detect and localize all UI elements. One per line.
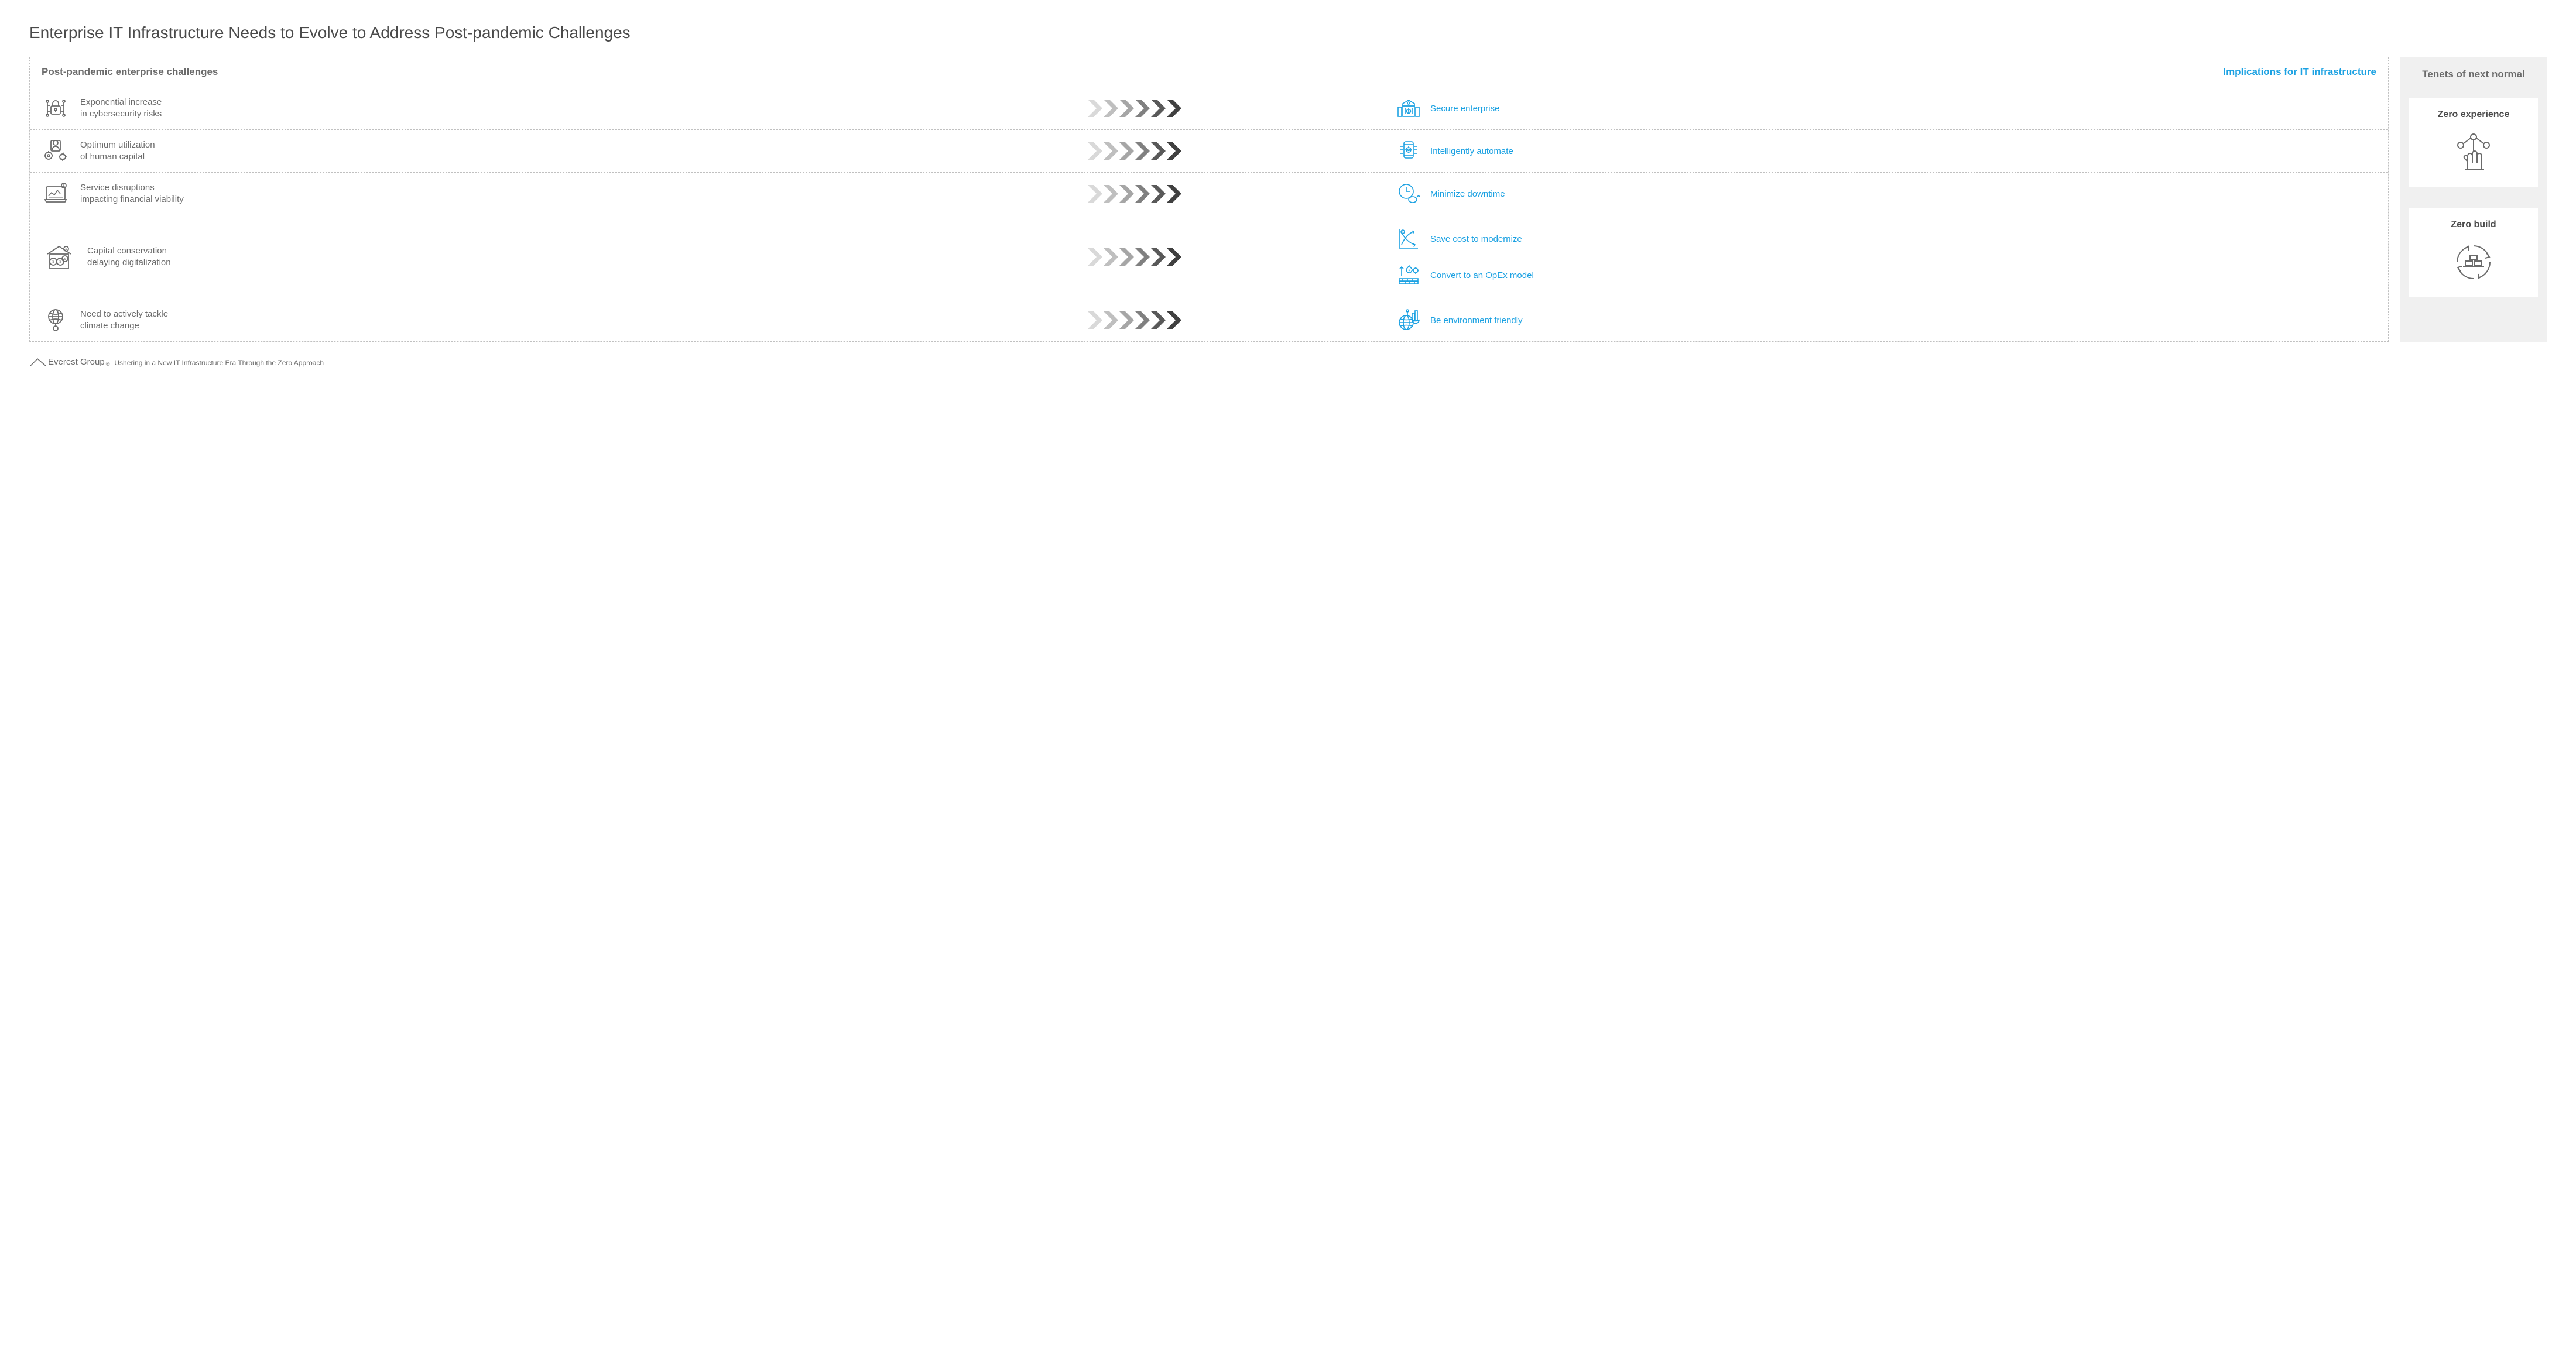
header-row: Post-pandemic enterprise challenges Impl… xyxy=(30,57,2388,87)
lock-icon xyxy=(42,94,70,122)
impl-text: Secure enterprise xyxy=(1430,104,1499,114)
header-implications: Implications for IT infrastructure xyxy=(1162,66,2376,78)
impl-text: Be environment friendly xyxy=(1430,315,1523,325)
row-service-disruption: $ Service disruptions impacting financia… xyxy=(30,173,2388,215)
challenge-col: Exponential increase in cybersecurity ri… xyxy=(42,94,882,122)
cost-icon: $ xyxy=(1396,226,1421,252)
svg-text:$: $ xyxy=(66,248,67,251)
opex-icon: $ xyxy=(1396,262,1421,288)
zero-build-icon xyxy=(2450,239,2497,286)
logo-reg: ® xyxy=(106,361,110,367)
chevron-icon xyxy=(1086,308,1191,332)
laptop-icon: $ xyxy=(42,180,70,208)
layout: Post-pandemic enterprise challenges Impl… xyxy=(29,57,2547,342)
zero-exp-icon xyxy=(2450,129,2497,176)
impl-text: Save cost to modernize xyxy=(1430,234,1522,244)
impl-enviro: Be environment friendly xyxy=(1396,307,2376,333)
automate-icon xyxy=(1396,138,1421,164)
logo: Everest Group ® xyxy=(29,356,109,367)
challenge-text: Exponential increase in cybersecurity ri… xyxy=(80,97,162,121)
impl-secure: $ Secure enterprise xyxy=(1396,95,2376,121)
side-title: Tenets of next normal xyxy=(2409,68,2538,80)
tenet-title: Zero build xyxy=(2418,219,2529,230)
side-panel: Tenets of next normal Zero experience xyxy=(2400,57,2547,342)
row-human-capital: Optimum utilization of human capital xyxy=(30,130,2388,173)
tenet-zero-experience: Zero experience xyxy=(2409,98,2538,187)
chevron-icon xyxy=(1086,139,1191,163)
chevron-icon xyxy=(1086,97,1191,120)
chevron-icon xyxy=(1086,245,1191,269)
challenge-text: Optimum utilization of human capital xyxy=(80,139,155,163)
svg-text:$: $ xyxy=(64,258,66,261)
logo-mark-icon xyxy=(29,356,47,367)
svg-text:$: $ xyxy=(1408,110,1410,114)
header-challenges: Post-pandemic enterprise challenges xyxy=(42,66,1162,78)
svg-text:$: $ xyxy=(59,260,61,264)
chevron-icon xyxy=(1086,182,1191,205)
impl-downtime: Minimize downtime xyxy=(1396,181,2376,207)
footer-subtitle: Ushering in a New IT Infrastructure Era … xyxy=(114,359,324,367)
row-cybersecurity: Exponential increase in cybersecurity ri… xyxy=(30,87,2388,130)
logo-text: Everest Group xyxy=(48,357,105,367)
clock-icon xyxy=(1396,181,1421,207)
challenge-text: Capital conservation delaying digitaliza… xyxy=(87,245,171,269)
enviro-icon xyxy=(1396,307,1421,333)
arrow-col xyxy=(882,97,1396,120)
challenge-text: Service disruptions impacting financial … xyxy=(80,182,184,206)
human-icon xyxy=(42,137,70,165)
impl-save-cost: $ Save cost to modernize xyxy=(1396,226,2376,252)
tenet-title: Zero experience xyxy=(2418,109,2529,120)
svg-text:$: $ xyxy=(52,260,54,264)
impl-text: Minimize downtime xyxy=(1430,189,1505,199)
challenge-text: Need to actively tackle climate change xyxy=(80,308,168,332)
footer: Everest Group ® Ushering in a New IT Inf… xyxy=(29,356,2547,367)
svg-text:$: $ xyxy=(63,184,65,188)
impl-text: Intelligently automate xyxy=(1430,146,1513,156)
impl-text: Convert to an OpEx model xyxy=(1430,270,1534,280)
piggy-icon: $ $ $ $ xyxy=(42,239,77,275)
impl-col: $ Secure enterprise xyxy=(1396,95,2376,121)
page-title: Enterprise IT Infrastructure Needs to Ev… xyxy=(29,23,2547,42)
svg-text:$: $ xyxy=(1409,269,1410,272)
globe-icon xyxy=(42,306,70,334)
tenet-zero-build: Zero build xyxy=(2409,208,2538,297)
main-panel: Post-pandemic enterprise challenges Impl… xyxy=(29,57,2389,342)
impl-opex: $ Convert to an OpEx model xyxy=(1396,262,2376,288)
impl-automate: Intelligently automate xyxy=(1396,138,2376,164)
row-climate: Need to actively tackle climate change xyxy=(30,299,2388,341)
secure-icon: $ xyxy=(1396,95,1421,121)
row-capital: $ $ $ $ Capital conservation delaying di… xyxy=(30,215,2388,299)
